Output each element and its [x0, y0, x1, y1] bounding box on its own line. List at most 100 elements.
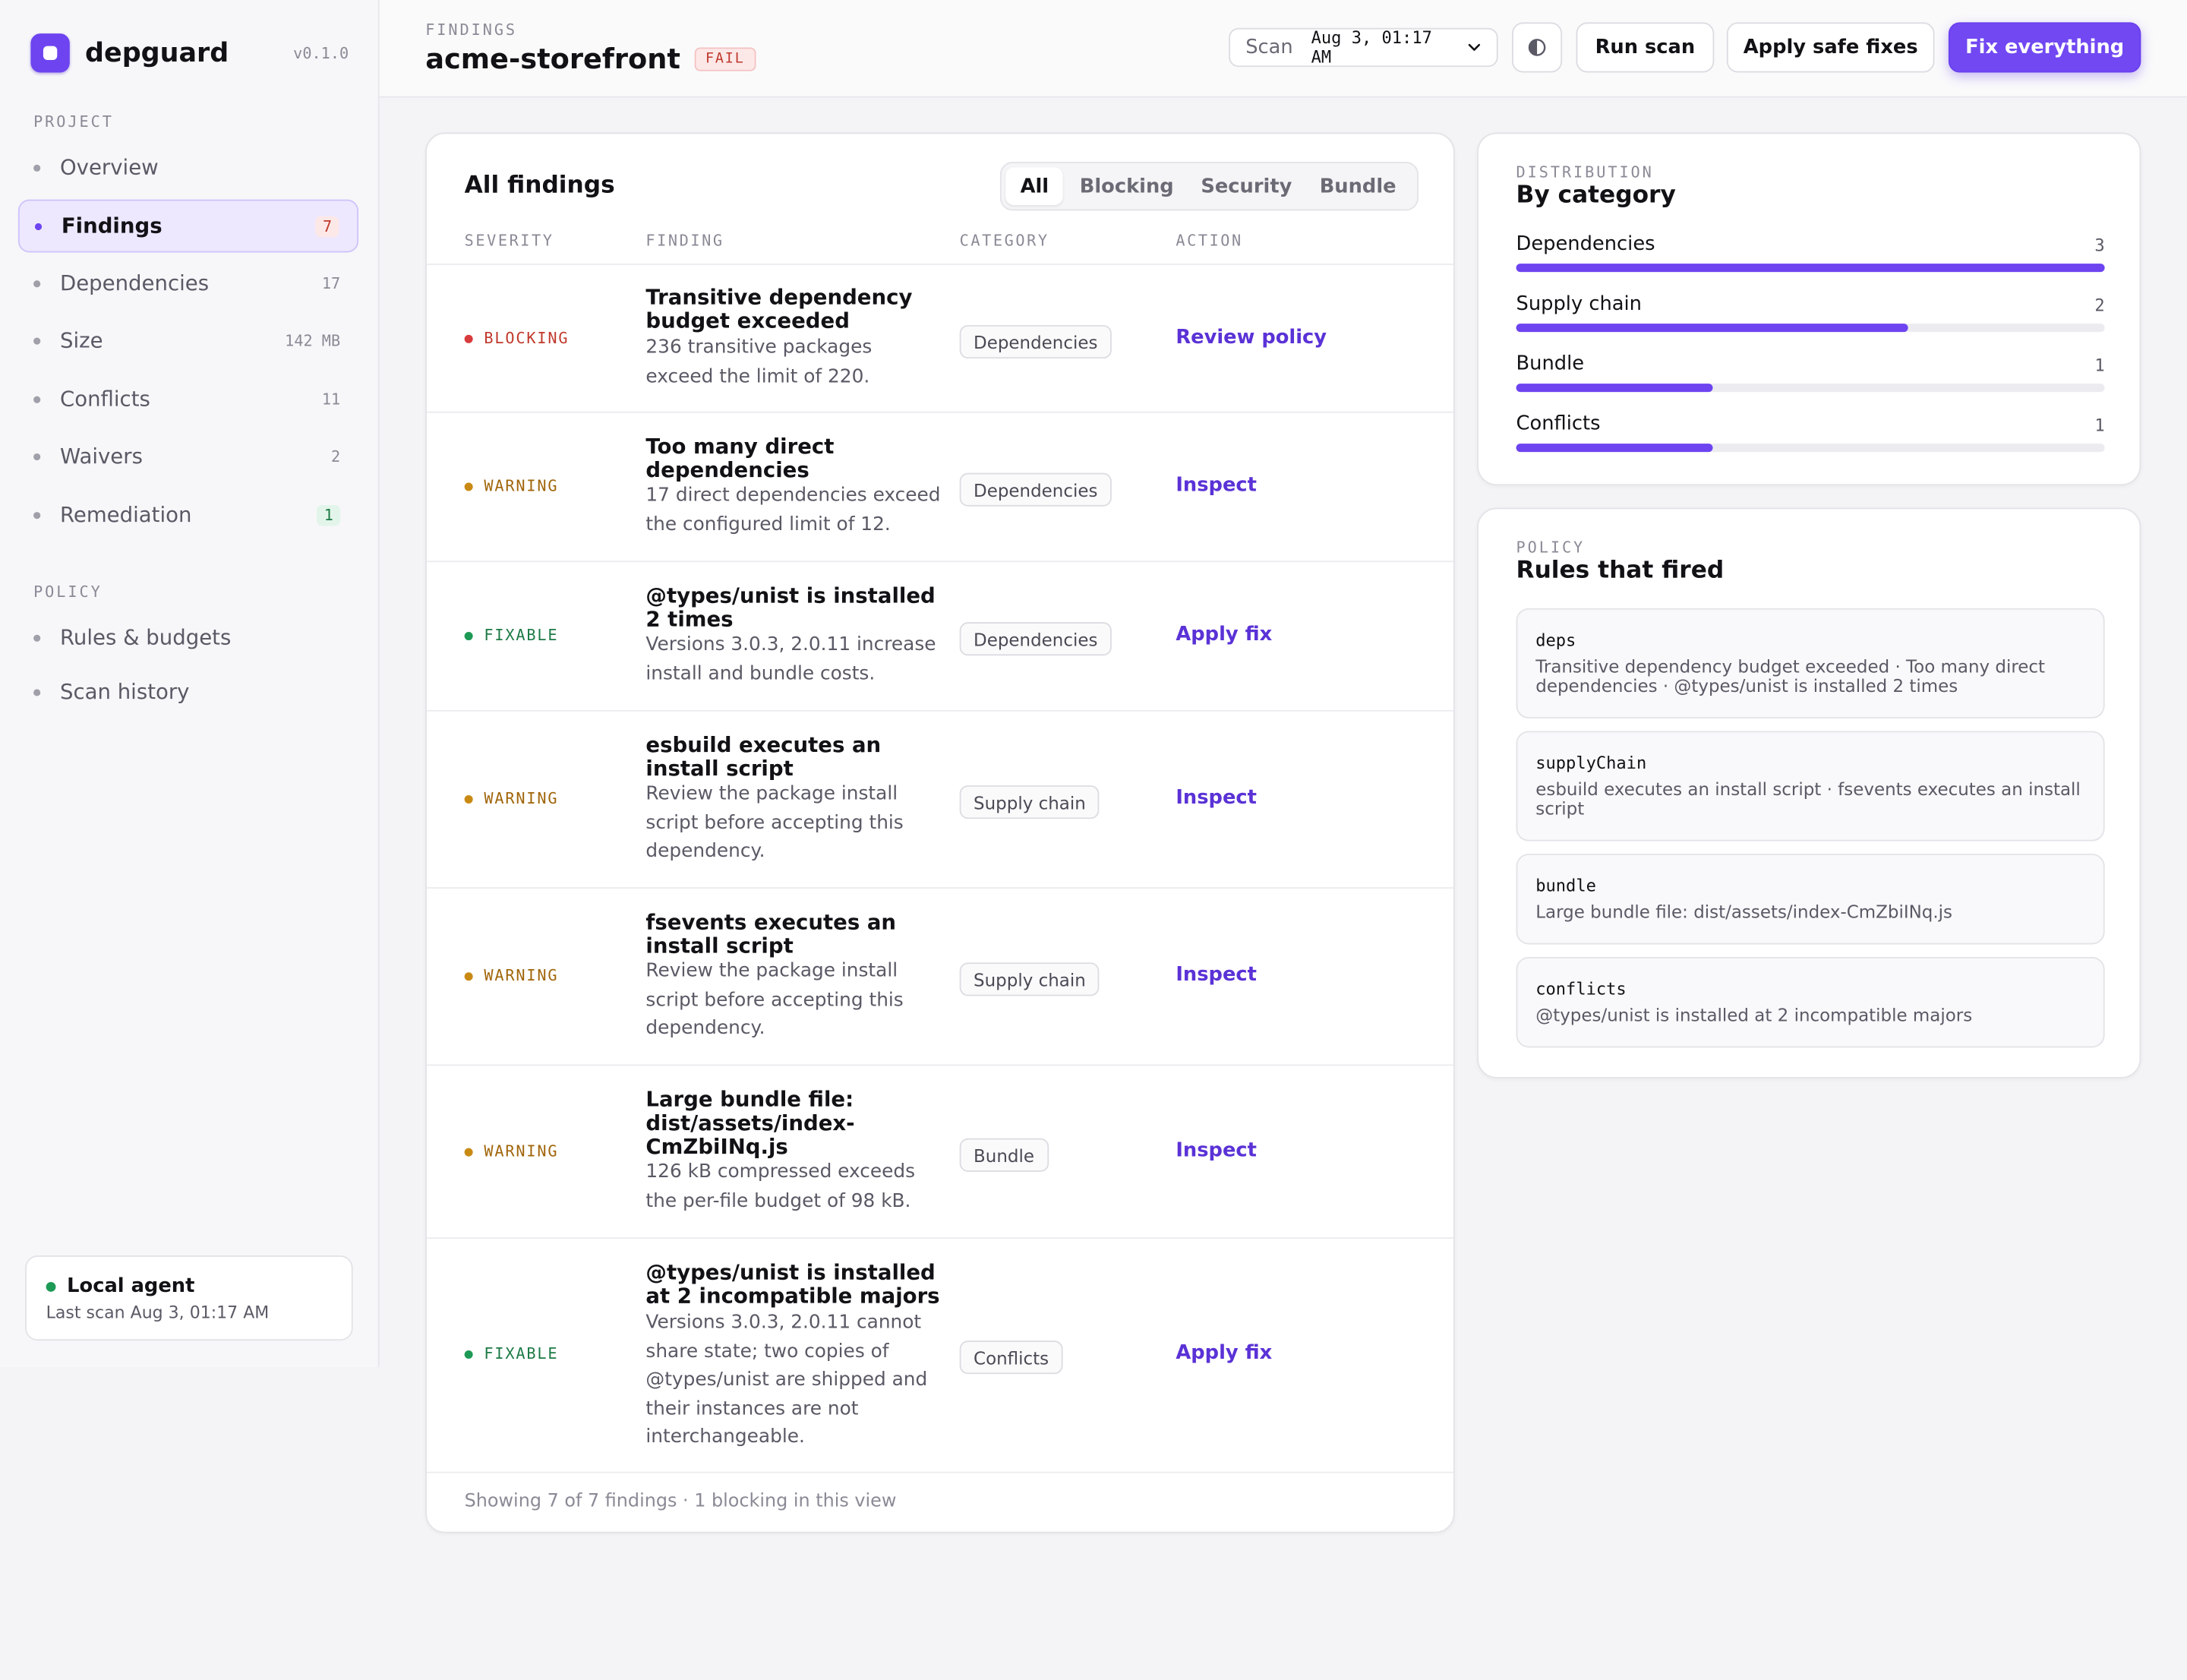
severity-badge: WARNING — [464, 967, 559, 985]
sidebar-item-waivers[interactable]: Waivers 2 — [18, 430, 358, 483]
bullet-icon — [33, 511, 41, 519]
bar-track — [1516, 264, 2105, 273]
filter-tab-bundle[interactable]: Bundle — [1319, 175, 1396, 197]
category-chip: Bundle — [959, 1138, 1049, 1172]
divider — [427, 887, 1453, 889]
inspect-link[interactable]: Inspect — [1176, 964, 1257, 987]
chevron-down-icon — [1468, 43, 1481, 51]
rule-name: bundle — [1535, 876, 1596, 896]
bar-track — [1516, 324, 2105, 333]
sidebar-item-remediation[interactable]: Remediation 1 — [18, 488, 358, 542]
bar-fill — [1516, 444, 1712, 453]
severity-badge: WARNING — [464, 789, 559, 808]
apply-fix-link[interactable]: Apply fix — [1176, 1341, 1273, 1365]
finding-title: fsevents executes an install script — [645, 909, 897, 958]
category-bar-value: 1 — [2094, 355, 2105, 376]
sidebar-item-label: Waivers — [59, 444, 143, 469]
severity-label: WARNING — [484, 789, 559, 808]
rule-item: deps Transitive dependency budget exceed… — [1516, 608, 2105, 718]
sidebar-item-size[interactable]: Size 142 MB — [18, 314, 358, 367]
finding-description: Versions 3.0.3, 2.0.11 increase install … — [645, 633, 936, 684]
sidebar-item-conflicts[interactable]: Conflicts 11 — [18, 372, 358, 425]
category-bar-label: Bundle — [1516, 352, 1585, 376]
fix-everything-button[interactable]: Fix everything — [1948, 22, 2141, 73]
brand: depguard v0.1.0 — [30, 33, 349, 73]
scan-select-value: Aug 3, 01:17 AM — [1311, 27, 1432, 68]
severity-label: BLOCKING — [484, 329, 570, 348]
sidebar-item-overview[interactable]: Overview — [18, 141, 358, 194]
sidebar-item-label: Scan history — [59, 679, 190, 705]
column-header-category: CATEGORY — [959, 231, 1049, 250]
count-badge: 2 — [330, 447, 341, 466]
apply-fix-link[interactable]: Apply fix — [1176, 624, 1273, 646]
scan-select[interactable]: Scan Aug 3, 01:17 AM — [1229, 27, 1498, 68]
scan-select-label: Scan — [1245, 36, 1293, 59]
sidebar-item-scan-history[interactable]: Scan history — [18, 665, 358, 718]
inspect-link[interactable]: Inspect — [1176, 1139, 1257, 1163]
count-badge: 1 — [317, 504, 341, 526]
severity-dot-icon — [464, 794, 473, 804]
divider — [427, 561, 1453, 563]
theme-toggle-button[interactable] — [1512, 22, 1563, 73]
column-header-action: ACTION — [1176, 231, 1243, 250]
bar-track — [1516, 444, 2105, 453]
bullet-icon — [33, 688, 41, 696]
sidebar-item-label: Conflicts — [59, 386, 150, 412]
filter-tab-blocking[interactable]: Blocking — [1079, 175, 1174, 197]
category-bar-value: 3 — [2094, 235, 2105, 256]
app-name: depguard — [85, 37, 229, 69]
section-label-policy: POLICY — [33, 583, 103, 602]
severity-dot-icon — [464, 333, 473, 343]
severity-label: WARNING — [484, 1142, 559, 1161]
severity-dot-icon — [464, 1350, 473, 1359]
sidebar-item-findings[interactable]: Findings 7 — [17, 199, 359, 253]
category-chip: Dependencies — [959, 622, 1112, 656]
card-title: By category — [1516, 181, 1676, 210]
severity-badge: WARNING — [464, 477, 559, 495]
category-chip: Conflicts — [959, 1341, 1063, 1375]
sidebar-item-rules-budgets[interactable]: Rules & budgets — [18, 611, 358, 664]
severity-label: FIXABLE — [484, 626, 559, 645]
run-scan-button[interactable]: Run scan — [1576, 22, 1715, 73]
rule-item: conflicts @types/unist is installed at 2… — [1516, 957, 2105, 1048]
bullet-icon — [33, 279, 41, 287]
section-label-project: PROJECT — [33, 112, 114, 131]
table-row: WARNING fsevents executes an install scr… — [427, 887, 1453, 1064]
page-title: acme-storefront — [425, 42, 680, 76]
sidebar-item-label: Findings — [61, 213, 163, 239]
agent-title-row: Local agent — [46, 1275, 333, 1297]
column-header-severity: SEVERITY — [464, 231, 554, 250]
bullet-icon — [33, 336, 41, 344]
filter-tab-security[interactable]: Security — [1201, 175, 1292, 197]
category-bar-label: Supply chain — [1516, 292, 1642, 316]
app-version: v0.1.0 — [293, 43, 349, 62]
severity-dot-icon — [464, 482, 473, 491]
table-row: WARNING esbuild executes an install scri… — [427, 710, 1453, 887]
finding-title: @types/unist is installed at 2 incompati… — [645, 1259, 940, 1309]
count-badge: 7 — [315, 215, 339, 237]
count-badge: 142 MB — [285, 331, 341, 350]
bullet-icon — [33, 163, 41, 172]
apply-safe-fixes-button[interactable]: Apply safe fixes — [1726, 22, 1935, 73]
divider — [427, 709, 1453, 712]
sidebar-item-label: Size — [59, 327, 103, 353]
review-policy-link[interactable]: Review policy — [1176, 326, 1327, 349]
category-chip: Dependencies — [959, 472, 1112, 507]
category-chip: Dependencies — [959, 324, 1112, 359]
severity-label: FIXABLE — [484, 1344, 559, 1363]
category-chip: Supply chain — [959, 785, 1100, 819]
rule-name: supplyChain — [1535, 753, 1647, 773]
finding-title: @types/unist is installed 2 times — [645, 583, 936, 633]
inspect-link[interactable]: Inspect — [1176, 786, 1257, 810]
bullet-icon — [34, 222, 43, 230]
bullet-icon — [33, 453, 41, 460]
sidebar-item-dependencies[interactable]: Dependencies 17 — [18, 257, 358, 310]
inspect-link[interactable]: Inspect — [1176, 474, 1257, 497]
agent-title: Local agent — [67, 1274, 195, 1298]
filter-tab-all[interactable]: All — [1005, 167, 1064, 206]
card-eyebrow: POLICY — [1516, 538, 1586, 557]
category-bar-value: 2 — [2094, 295, 2105, 316]
rule-name: deps — [1535, 630, 1576, 650]
bullet-icon — [33, 395, 41, 403]
rule-item: supplyChain esbuild executes an install … — [1516, 731, 2105, 842]
